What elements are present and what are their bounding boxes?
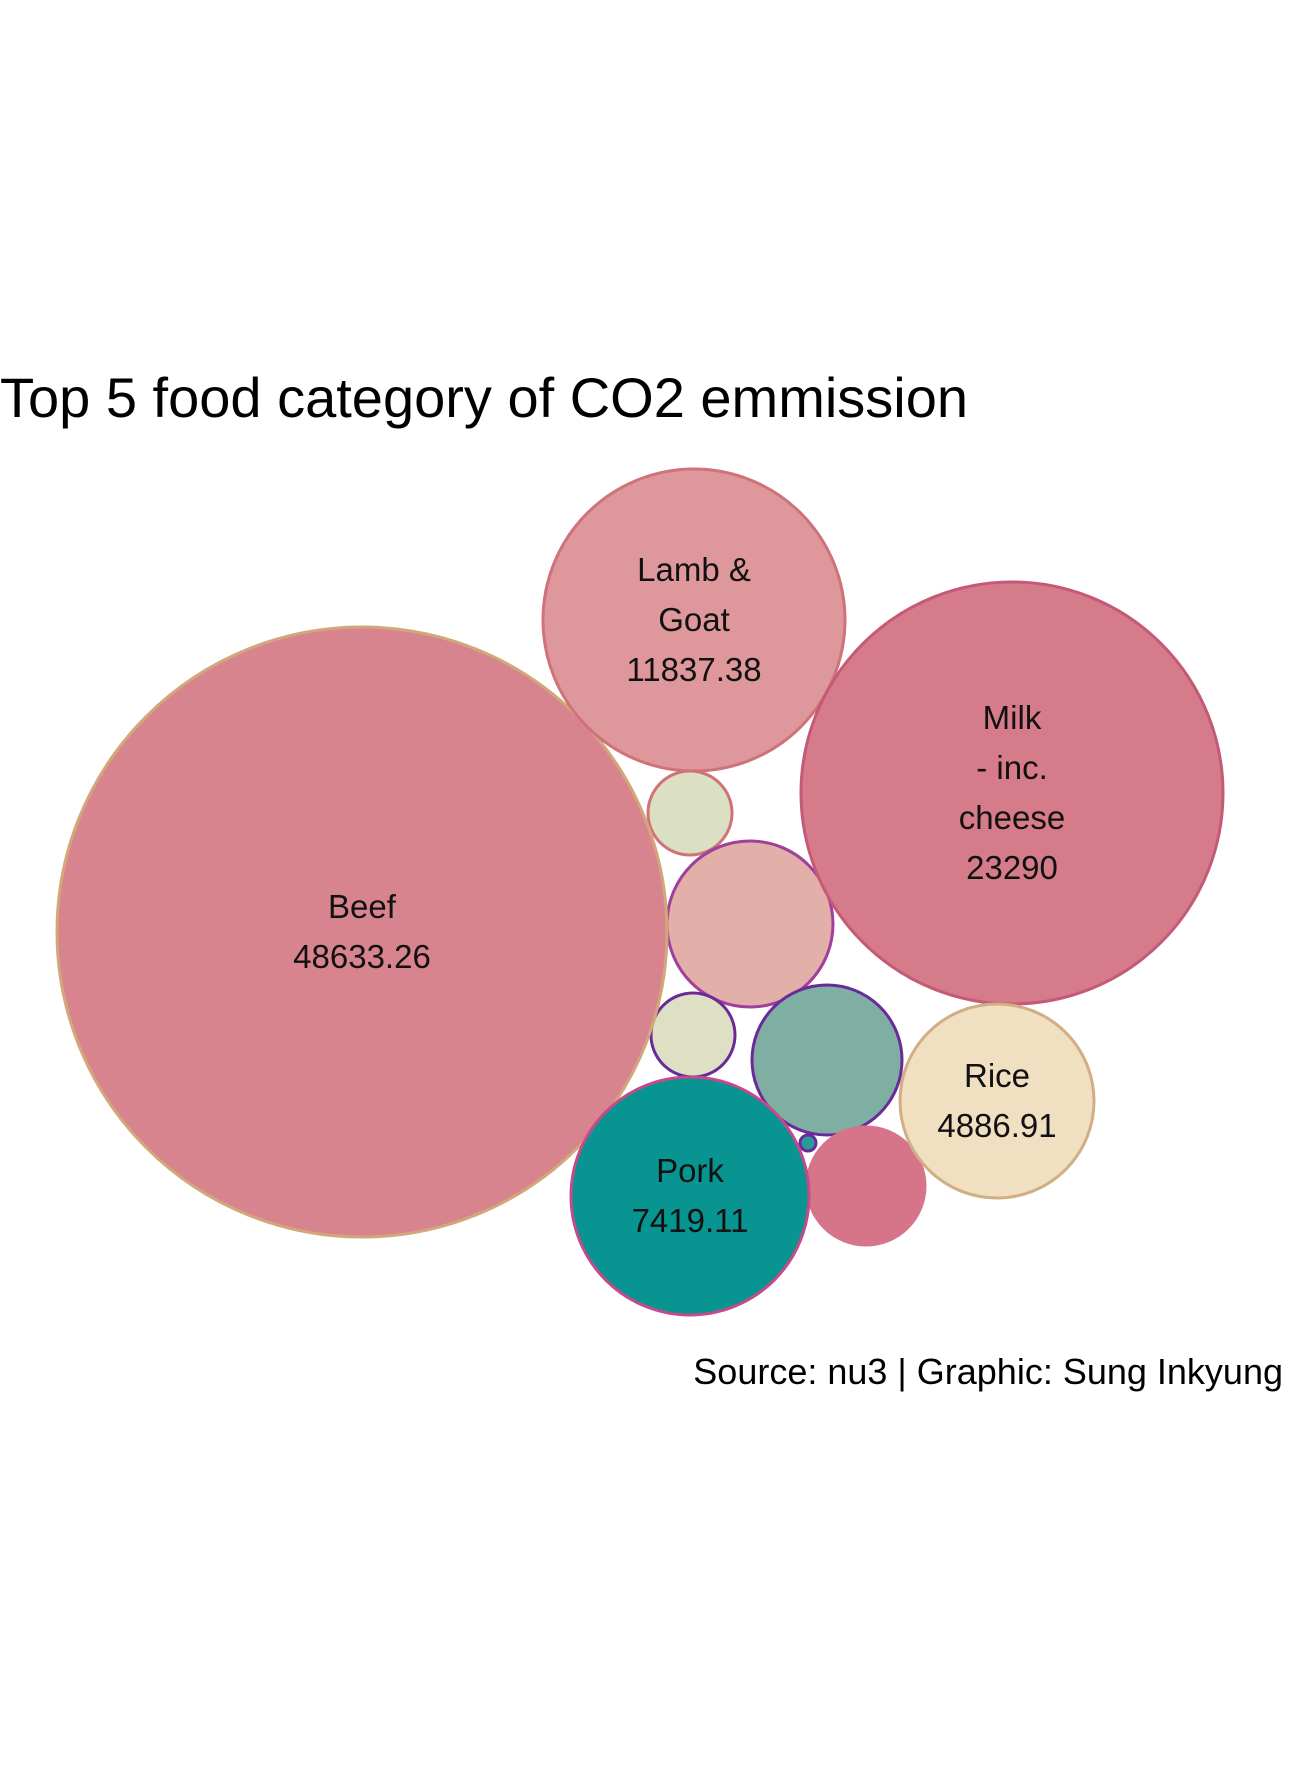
bubble [569,1075,811,1317]
bubble-name-label: - inc. [976,749,1048,786]
bubble-value-label: 4886.91 [937,1107,1056,1144]
bubble-unlabeled [750,983,904,1137]
bubble [799,580,1225,1006]
bubble-group: Lamb & Goat 11837.38 [541,467,847,773]
bubble [541,467,847,773]
bubble-value-label: 48633.26 [293,938,431,975]
bubble-value-label: 23290 [966,849,1058,886]
bubble-unlabeled [805,1125,927,1247]
chart-title: Top 5 food category of CO2 emmission [0,366,968,429]
bubble-value-label: 7419.11 [632,1202,749,1239]
bubble [898,1002,1096,1200]
bubble-group: Milk - inc. cheese 23290 [799,580,1225,1006]
labeled-bubbles: Beef 48633.26 Lamb & Goat 11837.38 Milk - inc.… [55,467,1225,1317]
bubble-name-label: Beef [328,888,397,925]
bubble-unlabeled [798,1133,818,1153]
bubble-name-label: Rice [964,1057,1030,1094]
unlabeled-bubbles [646,769,927,1247]
bubble-unlabeled [665,839,835,1009]
bubble-group: Pork 7419.11 [569,1075,811,1317]
bubble-name-label: cheese [959,799,1065,836]
bubble [55,625,669,1239]
bubble-group: Rice 4886.91 [898,1002,1096,1200]
bubble-name-label: Goat [658,601,730,638]
bubble-group: Beef 48633.26 [55,625,669,1239]
bubble-name-label: Lamb & [637,551,751,588]
bubble-unlabeled [649,991,737,1079]
chart-caption: Source: nu3 | Graphic: Sung Inkyung [693,1351,1283,1392]
bubble-name-label: Pork [656,1152,724,1189]
bubble-value-label: 11837.38 [626,651,761,688]
bubble-unlabeled [646,769,734,857]
bubble-name-label: Milk [983,699,1042,736]
